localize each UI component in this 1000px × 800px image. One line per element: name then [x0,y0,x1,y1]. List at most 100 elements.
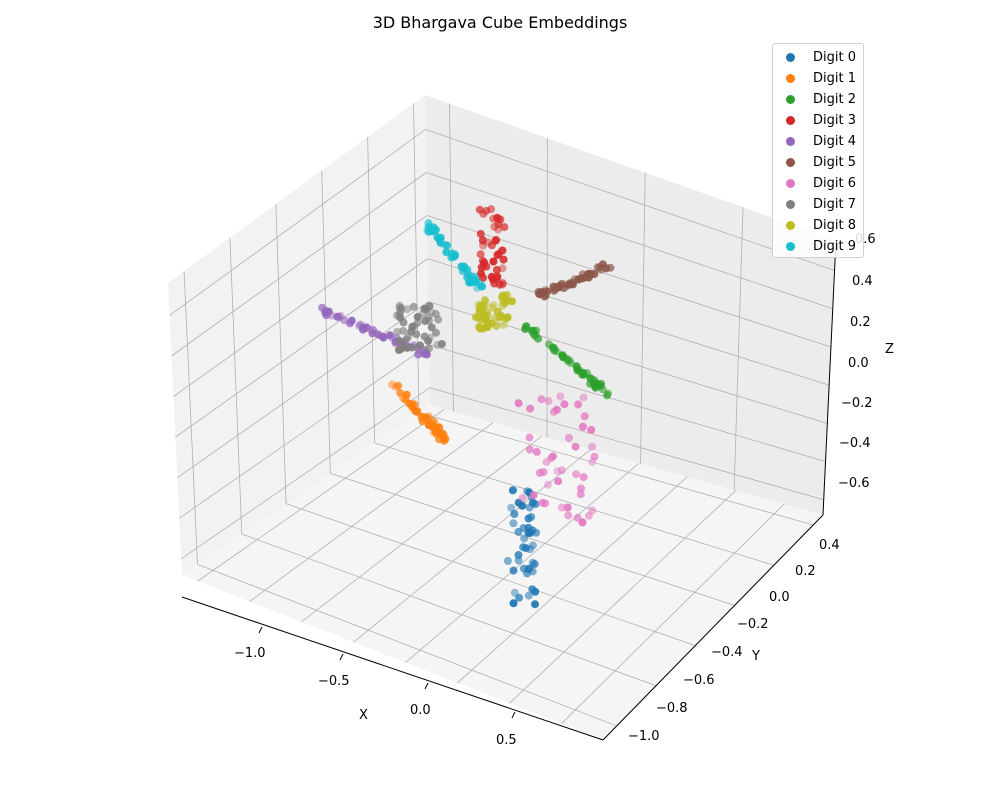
data-point [529,329,537,338]
data-point [590,270,599,278]
data-point [510,510,519,518]
data-point [475,205,484,214]
data-point [519,543,528,552]
data-point [542,458,551,466]
data-point [523,569,532,578]
data-point [519,524,528,532]
data-point [554,477,563,486]
data-point [588,442,597,451]
legend-label: Digit 1 [813,71,856,86]
data-point [408,403,417,412]
data-point [433,233,442,242]
data-point [487,205,496,214]
legend-marker-icon [786,53,795,62]
data-point [507,503,516,512]
data-point [394,381,403,390]
data-point [509,566,518,575]
data-point [500,223,509,232]
data-point [508,486,517,495]
data-point [526,404,535,413]
z-tick: 0.4 [852,274,873,289]
data-point [495,280,504,289]
data-point [572,470,581,479]
legend-item: Digit 4 [773,131,863,152]
data-point [388,380,397,389]
data-point [606,263,615,272]
data-point [347,316,356,325]
data-point [480,258,489,267]
data-point [434,315,443,324]
data-point [476,250,485,259]
legend: Digit 0 Digit 1 Digit 2 Digit 3 Digit 4 … [772,43,864,258]
legend-label: Digit 9 [813,239,856,254]
y-tick: −0.6 [683,673,715,688]
data-point [443,241,451,250]
data-point [488,303,497,312]
data-point [407,327,416,336]
data-point [573,513,582,522]
data-point [495,215,504,224]
data-point [385,331,394,340]
data-point [580,412,589,421]
legend-marker-icon [786,242,795,251]
data-point [499,320,508,329]
x-axis-label: X [359,708,368,723]
legend-label: Digit 5 [813,155,856,170]
data-point [424,420,433,429]
pane-left [168,95,430,575]
data-point [502,291,511,299]
axis-ticks [258,626,516,719]
x-tick: −1.0 [234,646,266,661]
data-point [401,395,410,404]
data-point [528,526,537,535]
data-point [564,511,573,520]
data-point [397,303,406,312]
legend-label: Digit 2 [813,92,856,107]
x-tick: 0.5 [496,733,517,748]
y-tick: −0.2 [737,617,769,632]
data-point [527,513,536,521]
data-point [492,322,501,331]
data-point [587,426,596,434]
y-tick: 0.4 [819,538,840,553]
data-point [525,445,534,454]
data-point [492,235,501,244]
data-point [571,442,580,451]
z-tick: 0.0 [848,356,869,371]
data-point [514,551,523,559]
y-tick: 0.0 [769,590,790,605]
data-point [476,229,485,238]
data-point [503,556,512,565]
legend-marker-icon [786,116,795,125]
z-axis-label: Z [885,342,894,357]
legend-item: Digit 8 [773,215,863,236]
y-tick: −1.0 [628,729,660,744]
data-point [552,405,561,414]
data-point [474,300,483,309]
data-point [425,344,433,353]
data-point [584,511,593,520]
data-point [490,222,499,231]
z-tick: 0.2 [850,315,871,330]
legend-label: Digit 6 [813,176,856,191]
legend-item: Digit 9 [773,236,863,257]
data-point [583,369,591,377]
data-point [543,287,552,296]
data-point [544,397,553,405]
legend-marker-icon [786,158,795,167]
data-point [579,422,587,431]
data-point [482,315,490,324]
data-point [416,341,425,350]
data-point [528,498,537,507]
legend-label: Digit 7 [813,197,856,212]
data-point [493,251,502,259]
data-point [439,434,448,443]
data-point [333,312,342,321]
y-tick: −0.4 [711,645,743,660]
data-point [489,214,498,223]
legend-marker-icon [786,95,795,104]
chart-title: 3D Bhargava Cube Embeddings [372,13,628,32]
data-point [468,276,477,285]
z-tick: −0.4 [839,436,871,451]
data-point [579,473,588,482]
